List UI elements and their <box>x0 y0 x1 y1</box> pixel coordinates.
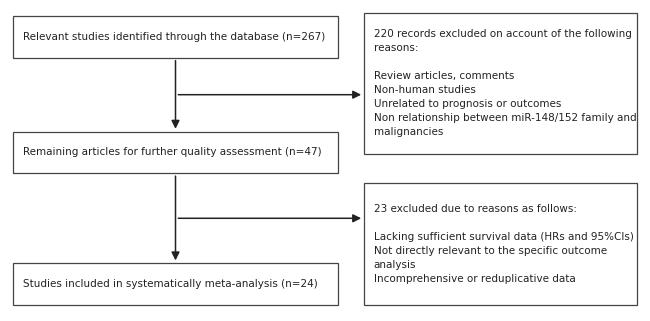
Text: 23 excluded due to reasons as follows:

Lacking sufficient survival data (HRs an: 23 excluded due to reasons as follows: L… <box>374 204 634 284</box>
Text: Studies included in systematically meta-analysis (n=24): Studies included in systematically meta-… <box>23 279 317 289</box>
FancyBboxPatch shape <box>13 263 338 305</box>
FancyBboxPatch shape <box>364 183 637 305</box>
Text: Relevant studies identified through the database (n=267): Relevant studies identified through the … <box>23 32 325 42</box>
FancyBboxPatch shape <box>13 16 338 58</box>
FancyBboxPatch shape <box>364 13 637 154</box>
FancyBboxPatch shape <box>13 132 338 173</box>
Text: 220 records excluded on account of the following
reasons:

Review articles, comm: 220 records excluded on account of the f… <box>374 30 636 137</box>
Text: Remaining articles for further quality assessment (n=47): Remaining articles for further quality a… <box>23 147 321 158</box>
